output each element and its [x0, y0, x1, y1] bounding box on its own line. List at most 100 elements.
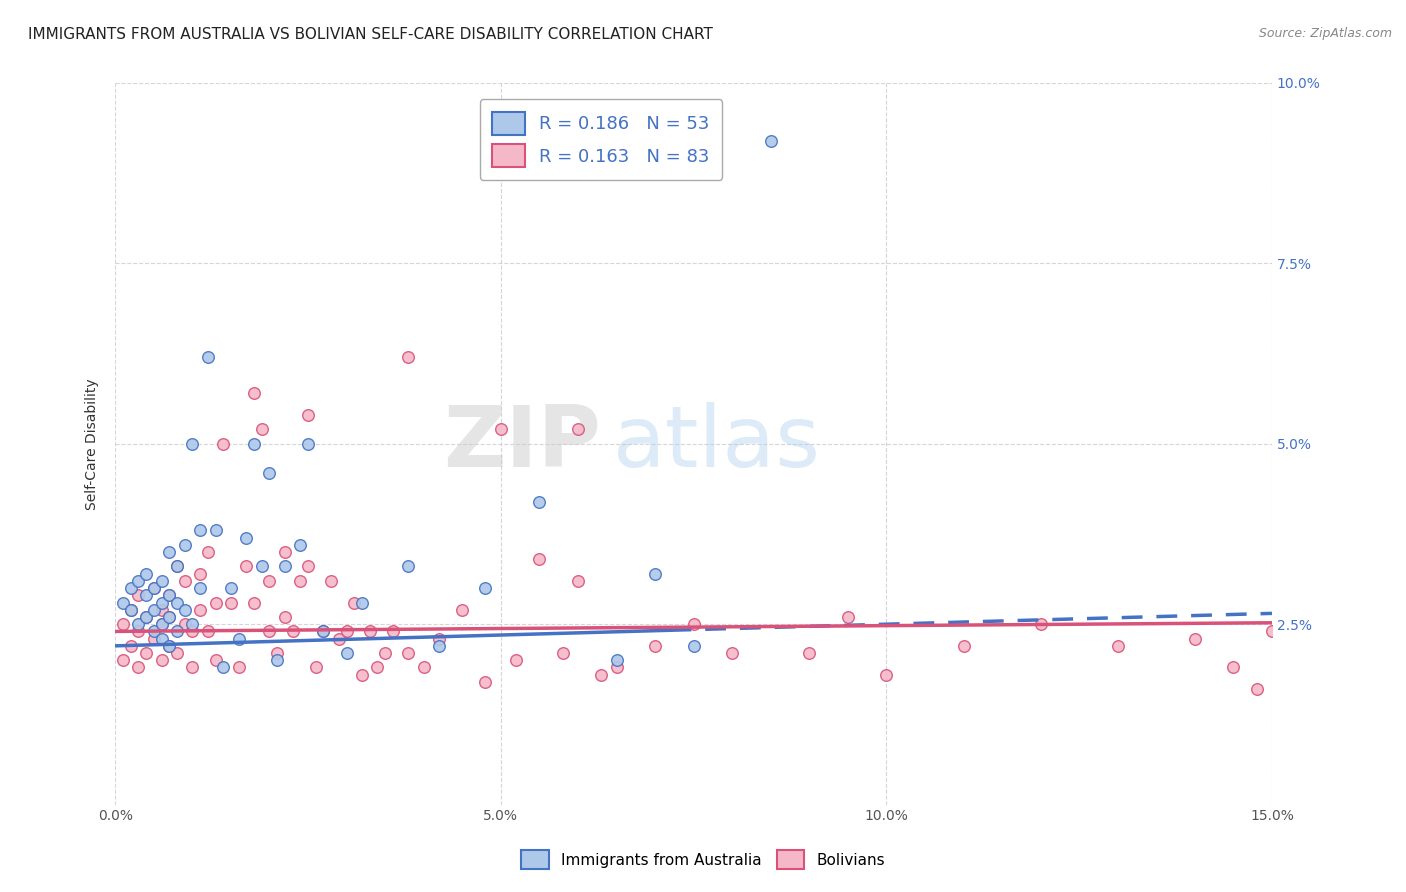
Point	[197, 545, 219, 559]
Point	[350, 596, 373, 610]
Point	[374, 646, 396, 660]
Point	[204, 653, 226, 667]
Point	[266, 646, 288, 660]
Text: Source: ZipAtlas.com: Source: ZipAtlas.com	[1258, 27, 1392, 40]
Point	[1029, 617, 1052, 632]
Point	[312, 624, 335, 639]
Point	[451, 603, 474, 617]
Point	[274, 559, 297, 574]
Point	[529, 494, 551, 508]
Point	[474, 674, 496, 689]
Point	[474, 581, 496, 595]
Point	[228, 660, 250, 674]
Point	[188, 581, 211, 595]
Point	[336, 624, 359, 639]
Point	[644, 566, 666, 581]
Point	[1222, 660, 1244, 674]
Point	[682, 617, 704, 632]
Point	[250, 422, 273, 436]
Point	[181, 624, 204, 639]
Point	[188, 524, 211, 538]
Point	[297, 437, 319, 451]
Legend: Immigrants from Australia, Bolivians: Immigrants from Australia, Bolivians	[515, 844, 891, 875]
Point	[111, 617, 134, 632]
Point	[157, 610, 180, 624]
Point	[281, 624, 304, 639]
Point	[142, 603, 165, 617]
Point	[157, 545, 180, 559]
Point	[343, 596, 366, 610]
Point	[111, 653, 134, 667]
Point	[166, 559, 188, 574]
Point	[551, 646, 574, 660]
Point	[166, 624, 188, 639]
Point	[111, 596, 134, 610]
Point	[274, 610, 297, 624]
Point	[274, 545, 297, 559]
Point	[157, 588, 180, 602]
Point	[142, 581, 165, 595]
Point	[173, 574, 195, 588]
Point	[135, 646, 157, 660]
Point	[150, 603, 173, 617]
Point	[157, 610, 180, 624]
Text: atlas: atlas	[613, 402, 821, 485]
Point	[166, 559, 188, 574]
Point	[290, 538, 312, 552]
Point	[142, 632, 165, 646]
Point	[150, 574, 173, 588]
Point	[166, 646, 188, 660]
Point	[489, 112, 512, 126]
Point	[297, 559, 319, 574]
Point	[759, 134, 782, 148]
Point	[181, 617, 204, 632]
Point	[212, 660, 235, 674]
Point	[359, 624, 381, 639]
Point	[427, 632, 450, 646]
Point	[157, 639, 180, 653]
Point	[204, 596, 226, 610]
Point	[243, 596, 266, 610]
Point	[150, 617, 173, 632]
Point	[197, 350, 219, 364]
Point	[266, 653, 288, 667]
Y-axis label: Self-Care Disability: Self-Care Disability	[86, 378, 100, 509]
Point	[120, 603, 142, 617]
Text: IMMIGRANTS FROM AUSTRALIA VS BOLIVIAN SELF-CARE DISABILITY CORRELATION CHART: IMMIGRANTS FROM AUSTRALIA VS BOLIVIAN SE…	[28, 27, 713, 42]
Point	[644, 639, 666, 653]
Point	[173, 538, 195, 552]
Point	[297, 408, 319, 422]
Point	[837, 610, 859, 624]
Point	[243, 386, 266, 401]
Point	[150, 617, 173, 632]
Point	[228, 632, 250, 646]
Point	[259, 574, 281, 588]
Point	[591, 667, 613, 681]
Point	[219, 581, 242, 595]
Point	[135, 610, 157, 624]
Point	[427, 639, 450, 653]
Point	[250, 559, 273, 574]
Point	[721, 646, 744, 660]
Text: ZIP: ZIP	[443, 402, 602, 485]
Point	[290, 574, 312, 588]
Point	[1246, 682, 1268, 697]
Point	[127, 617, 149, 632]
Point	[150, 632, 173, 646]
Point	[682, 639, 704, 653]
Point	[188, 603, 211, 617]
Point	[259, 466, 281, 480]
Point	[350, 667, 373, 681]
Point	[1184, 632, 1206, 646]
Point	[1107, 639, 1129, 653]
Point	[120, 639, 142, 653]
Point	[489, 422, 512, 436]
Point	[305, 660, 328, 674]
Point	[127, 574, 149, 588]
Point	[799, 646, 821, 660]
Point	[259, 624, 281, 639]
Point	[120, 581, 142, 595]
Point	[120, 603, 142, 617]
Point	[181, 660, 204, 674]
Point	[135, 566, 157, 581]
